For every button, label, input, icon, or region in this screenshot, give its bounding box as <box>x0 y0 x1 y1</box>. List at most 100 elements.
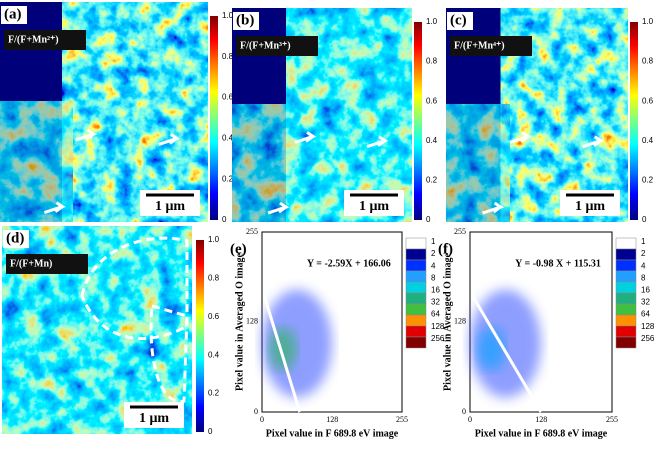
x-axis-label: Pixel value in F 689.8 eV image <box>266 428 399 439</box>
panel-label: (e) <box>230 241 247 257</box>
legend-swatch <box>615 314 637 327</box>
legend-label: 4 <box>431 261 436 270</box>
region-outline <box>149 304 189 403</box>
legend-swatch <box>615 237 637 250</box>
map-title: F/(F+Mn²⁺) <box>8 34 59 45</box>
x-axis-label: Pixel value in F 689.8 eV image <box>475 428 608 439</box>
legend-swatch <box>615 325 637 338</box>
map-image <box>0 101 73 222</box>
legend-swatch <box>615 303 637 316</box>
legend-label: 16 <box>641 286 650 295</box>
colorbar-tick-label: 0.6 <box>642 96 654 105</box>
legend-label: 128 <box>641 322 655 331</box>
panel-label-box <box>447 12 473 30</box>
colorbar-tick-label: 0 <box>642 215 647 224</box>
legend-label: 2 <box>431 249 436 258</box>
colorbar-tick-label: 1.0 <box>642 17 654 26</box>
arrow <box>267 201 290 215</box>
panel-label: (a) <box>4 6 22 22</box>
legend-label: 64 <box>431 310 440 319</box>
legend-swatch <box>615 292 637 305</box>
legend-swatch <box>615 259 637 272</box>
scale-bar-label: 1 μm <box>575 199 605 214</box>
colorbar-tick-label: 0.8 <box>642 57 654 66</box>
legend-swatch <box>405 303 427 316</box>
panel-label: (f) <box>438 241 453 257</box>
colorbar-tick-label: 0.6 <box>426 96 438 105</box>
panel-label: (b) <box>236 12 254 28</box>
legend-label: 128 <box>431 322 445 331</box>
colorbar-tick-label: 0.8 <box>222 52 234 61</box>
legend-label: 2 <box>641 249 646 258</box>
x-tick-label: 0 <box>468 415 472 424</box>
legend-label: 8 <box>431 273 436 282</box>
region-outline <box>80 236 189 340</box>
scale-bar-label: 1 μm <box>139 411 169 426</box>
panel-label: (d) <box>6 230 24 246</box>
panel-label-box <box>3 230 29 248</box>
scale-bar-label: 1 μm <box>155 199 185 214</box>
x-tick-label: 0 <box>260 415 264 424</box>
colorbar-tick-label: 0.2 <box>208 389 220 398</box>
map-title-box <box>4 30 86 50</box>
legend-swatch <box>405 314 427 327</box>
colorbar-tick-label: 0 <box>426 215 431 224</box>
legend-swatch <box>405 281 427 294</box>
colorbar-tick-label: 0.2 <box>222 174 234 183</box>
map-image <box>232 104 295 222</box>
arrow <box>509 131 532 144</box>
x-tick-label: 255 <box>396 415 408 424</box>
equation: Y = -0.98 X + 115.31 <box>515 258 601 269</box>
y-tick-label: 255 <box>246 227 258 236</box>
legend-swatch <box>615 248 637 261</box>
y-tick-label: 255 <box>454 227 466 236</box>
panel-label-box <box>1 6 27 24</box>
legend-swatch <box>405 292 427 305</box>
legend-label: 32 <box>641 298 650 307</box>
colorbar-tick-label: 1.0 <box>222 11 234 20</box>
map-image <box>62 2 209 222</box>
legend-label: 8 <box>641 273 646 282</box>
legend-swatch <box>615 336 637 349</box>
legend-label: 256 <box>431 334 445 343</box>
legend-swatch <box>615 270 637 283</box>
colorbar <box>414 22 422 220</box>
colorbar-tick-label: 0.4 <box>222 134 234 143</box>
y-tick-label: 0 <box>462 407 466 416</box>
arrow <box>158 133 181 146</box>
arrow <box>43 201 66 215</box>
colorbar-tick-label: 0.4 <box>426 136 438 145</box>
colorbar-tick-label: 1.0 <box>426 17 438 26</box>
arrow <box>366 135 389 149</box>
legend-swatch <box>615 281 637 294</box>
panel-label-box <box>233 12 259 30</box>
map-title-box <box>6 254 88 274</box>
panel-label: (c) <box>450 12 467 28</box>
fit-line <box>262 294 302 413</box>
map-title: F/(F+Mn⁴⁺) <box>454 40 505 51</box>
colorbar-tick-label: 0.6 <box>208 312 220 321</box>
arrow <box>482 201 504 215</box>
density-core <box>269 327 297 371</box>
legend-swatch <box>405 336 427 349</box>
map-image <box>446 104 510 222</box>
map-title-box <box>450 36 532 56</box>
arrow <box>75 128 97 142</box>
x-tick-label: 128 <box>326 415 338 424</box>
legend-label: 256 <box>641 334 655 343</box>
colorbar-tick-label: 1.0 <box>208 235 220 244</box>
colorbar-tick-label: 0.8 <box>208 274 220 283</box>
density-cloud <box>262 289 332 398</box>
colorbar-tick-label: 0.2 <box>642 176 654 185</box>
y-tick-label: 0 <box>254 407 258 416</box>
legend-swatch <box>405 248 427 261</box>
legend-label: 16 <box>431 286 440 295</box>
colorbar-tick-label: 0.8 <box>426 57 438 66</box>
legend-label: 1 <box>431 237 436 246</box>
y-tick-label: 128 <box>246 316 258 325</box>
colorbar <box>630 22 638 220</box>
density-cloud <box>470 289 541 398</box>
colorbar <box>210 16 218 220</box>
colorbar-tick-label: 0.4 <box>642 136 654 145</box>
